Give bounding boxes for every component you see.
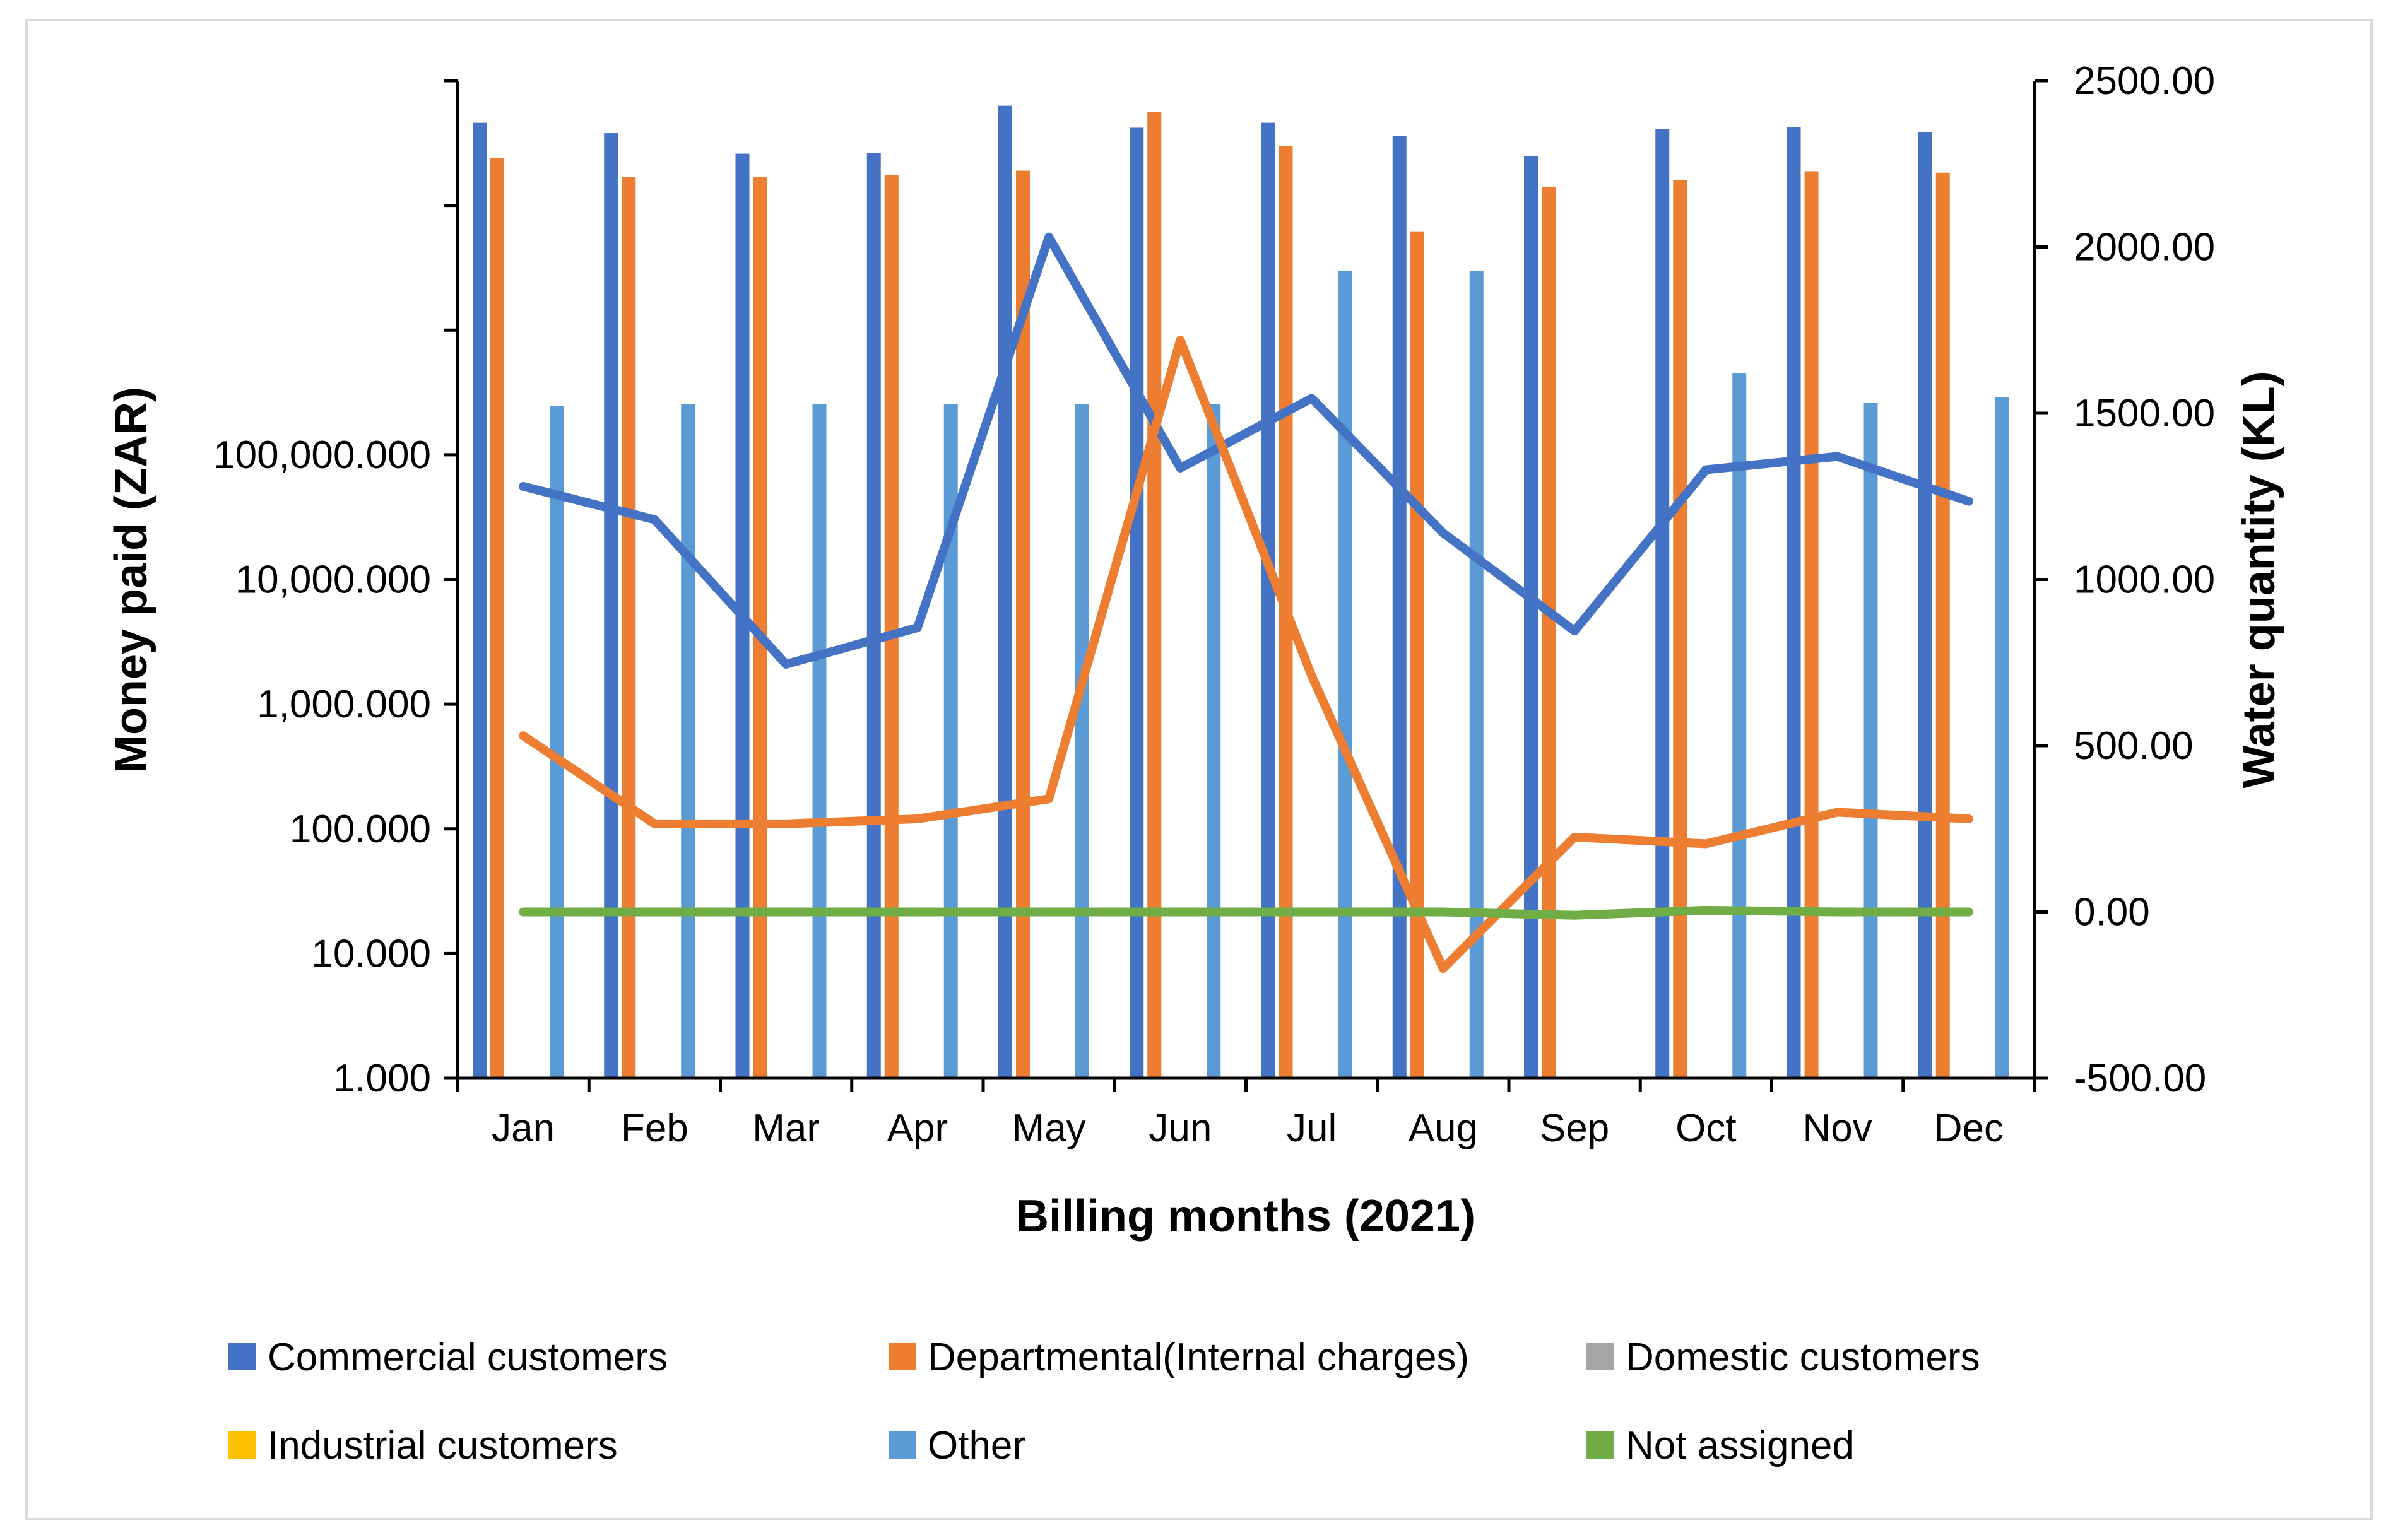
bar-departmental-internal-charges-mar [753,177,767,1078]
y2-ticks: -500.00 0.00 500.00 1000.00 1500.00 2000.00 25… [2035,59,2215,1100]
bar-other-nov [1863,403,1878,1078]
y-axis-title: Money paid (ZAR) [106,387,157,773]
line-not-assigned [519,905,1973,920]
bar-departmental-internal-charges-sep [1542,187,1556,1078]
bar-other-aug [1469,270,1484,1078]
bar-layer [473,105,2009,1079]
x-tick-label-nov: Nov [1802,1107,1872,1150]
x-tick-label-oct: Oct [1675,1107,1736,1150]
legend-swatch-departmental-internal-charges [889,1343,916,1370]
x-tick-label-jun: Jun [1149,1107,1212,1150]
bar-other-dec [1995,397,2009,1078]
y2-tick-label: 500.00 [2074,724,2194,768]
y2-tick-label: 0.00 [2074,891,2150,934]
legend-label-domestic-customers: Domestic customers [1626,1336,1980,1379]
bar-other-mar [812,404,827,1078]
bar-commercial-customers-jul [1261,122,1275,1079]
line-layer [519,232,1973,973]
legend-label-departmental-internal-charges: Departmental(Internal charges) [928,1336,1469,1379]
y-tick-label: 10,000.000 [235,558,431,602]
y-tick-label: 100.000 [290,808,431,851]
x-tick-label-aug: Aug [1409,1107,1478,1150]
bar-commercial-customers-dec [1918,132,1932,1078]
legend-label-commercial-customers: Commercial customers [268,1336,668,1379]
chart-frame: 1.000 10.000 100.000 1,000.000 10,000.000 100… [25,19,2373,1520]
bar-other-may [1075,404,1089,1078]
x-tick-label-apr: Apr [887,1107,948,1150]
x-ticks: Jan Feb Mar Apr May Jun Jul Aug Sep Oct Nov Dec [456,1078,2036,1150]
bar-departmental-internal-charges-jan [490,158,504,1079]
y2-tick-label: 2000.00 [2074,226,2215,269]
legend-swatch-domestic-customers [1586,1343,1614,1370]
bar-commercial-customers-oct [1655,129,1670,1079]
legend-swatch-other [889,1431,916,1459]
bar-departmental-internal-charges-aug [1410,231,1424,1079]
legend-label-other: Other [928,1424,1025,1467]
bar-commercial-customers-aug [1392,136,1407,1079]
legend-label-industrial-customers: Industrial customers [268,1424,618,1467]
bar-departmental-internal-charges-nov [1804,171,1819,1078]
bar-commercial-customers-nov [1787,127,1801,1078]
bar-commercial-customers-sep [1524,155,1538,1079]
legend-swatch-not-assigned [1586,1431,1614,1459]
x-tick-label-feb: Feb [621,1107,688,1150]
y-tick-label: 1,000.000 [257,683,431,726]
bar-departmental-internal-charges-may [1016,170,1030,1078]
bar-other-feb [681,404,695,1078]
combo-chart: 1.000 10.000 100.000 1,000.000 10,000.000 100… [106,59,2284,1467]
bar-other-jul [1338,270,1352,1078]
y-tick-label: 10.000 [311,932,431,975]
bar-other-jan [550,406,564,1078]
x-axis-title: Billing months (2021) [1016,1191,1475,1242]
x-tick-label-jan: Jan [492,1107,555,1150]
x-tick-label-sep: Sep [1540,1107,1609,1150]
y-tick-label: 1.000 [333,1057,431,1100]
legend-swatch-commercial-customers [228,1343,256,1370]
x-tick-label-may: May [1012,1107,1086,1150]
bar-departmental-internal-charges-apr [884,175,899,1078]
bar-commercial-customers-jun [1130,127,1144,1079]
legend: Commercial customers Departmental(Interna… [228,1336,1980,1467]
bar-commercial-customers-jan [473,122,487,1079]
bar-departmental-internal-charges-oct [1673,180,1687,1079]
bar-other-oct [1732,373,1747,1078]
y-tick-label: 100,000.000 [213,433,431,477]
line-commercial-customers [519,232,1973,669]
y2-tick-label: -500.00 [2074,1057,2206,1100]
y2-tick-label: 1000.00 [2074,558,2215,602]
legend-label-not-assigned: Not assigned [1626,1424,1854,1467]
x-tick-label-mar: Mar [752,1107,820,1150]
bar-departmental-internal-charges-feb [622,177,636,1078]
legend-swatch-industrial-customers [228,1431,256,1459]
y2-tick-label: 1500.00 [2074,392,2215,435]
bar-commercial-customers-feb [604,133,618,1078]
y2-tick-label: 2500.00 [2074,59,2215,103]
x-tick-label-dec: Dec [1934,1107,2004,1150]
bar-other-jun [1207,404,1221,1078]
y-ticks: 1.000 10.000 100.000 1,000.000 10,000.000 100… [213,79,458,1100]
line-departmental-internal-charges [519,336,1973,973]
bar-departmental-internal-charges-jun [1147,112,1162,1078]
y2-axis-title: Water quantity (KL) [2234,371,2284,788]
bar-departmental-internal-charges-dec [1935,172,1950,1079]
x-tick-label-jul: Jul [1287,1107,1337,1150]
bar-commercial-customers-may [998,105,1012,1079]
bar-commercial-customers-apr [866,152,881,1078]
